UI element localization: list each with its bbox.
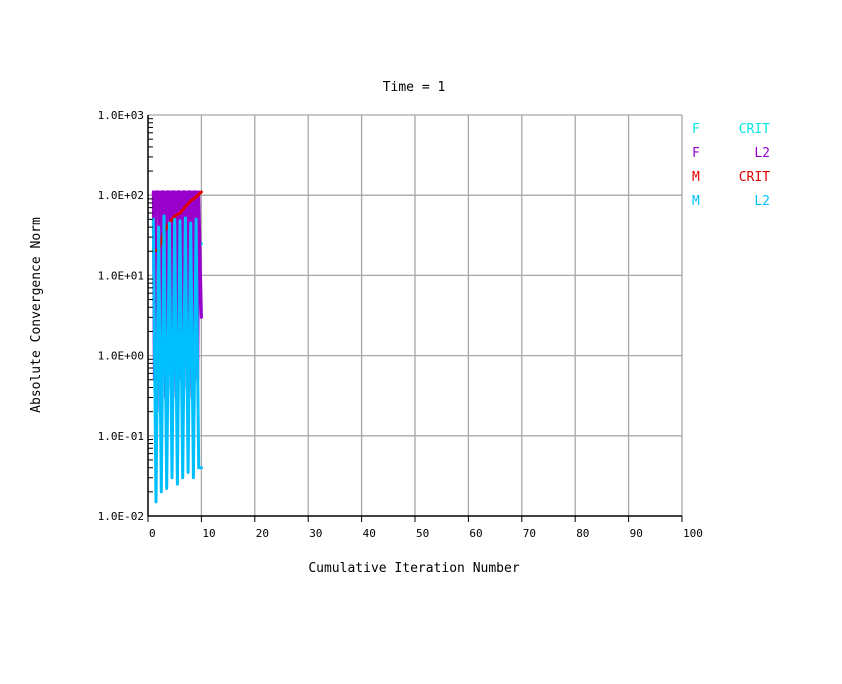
legend: F CRIT F L2 M CRIT M L2 [686,122,786,218]
legend-label: CRIT [738,122,770,137]
y-tick-label: 1.0E-02 [98,510,144,523]
x-tick-label: 10 [202,527,215,540]
legend-letter: F [692,146,700,161]
series-line-m-crit [151,190,203,253]
legend-item-m-l2: M L2 [686,194,786,218]
x-tick-label: 20 [256,527,269,540]
legend-letter: F [692,122,700,137]
grid-layer [148,114,683,516]
legend-label: CRIT [738,170,770,185]
y-tick-label: 1.0E+00 [98,350,144,363]
legend-letter: M [692,170,700,185]
x-tick-label: 40 [363,527,376,540]
x-axis-label: Cumulative Iteration Number [308,561,519,576]
y-tick-label: 1.0E+03 [98,109,144,122]
legend-item-f-l2: F L2 [686,146,786,170]
x-tick-label: 90 [630,527,643,540]
x-tick-label: 50 [416,527,429,540]
x-tick-label: 100 [683,527,703,540]
legend-item-m-crit: M CRIT [686,170,786,194]
tick-labels: 0 10 20 30 40 50 60 70 80 90 100 1.0E-02 1.0E-01 1.0E… [98,109,703,540]
legend-letter: M [692,194,700,209]
chart-title: Time = 1 [383,80,446,95]
x-tick-label: 0 [149,527,156,540]
y-tick-label: 1.0E+02 [98,189,144,202]
axes-layer [147,115,683,522]
x-tick-label: 80 [576,527,589,540]
legend-item-f-crit: F CRIT [686,122,786,146]
x-tick-label: 70 [523,527,536,540]
series-line-m-l2 [151,214,203,504]
legend-label: L2 [754,194,770,209]
y-tick-label: 1.0E-01 [98,430,144,443]
y-tick-label: 1.0E+01 [98,269,144,282]
x-tick-label: 30 [309,527,322,540]
series-layer [151,190,203,504]
x-tick-label: 60 [469,527,482,540]
legend-label: L2 [754,146,770,161]
y-axis-label: Absolute Convergence Norm [29,217,44,413]
